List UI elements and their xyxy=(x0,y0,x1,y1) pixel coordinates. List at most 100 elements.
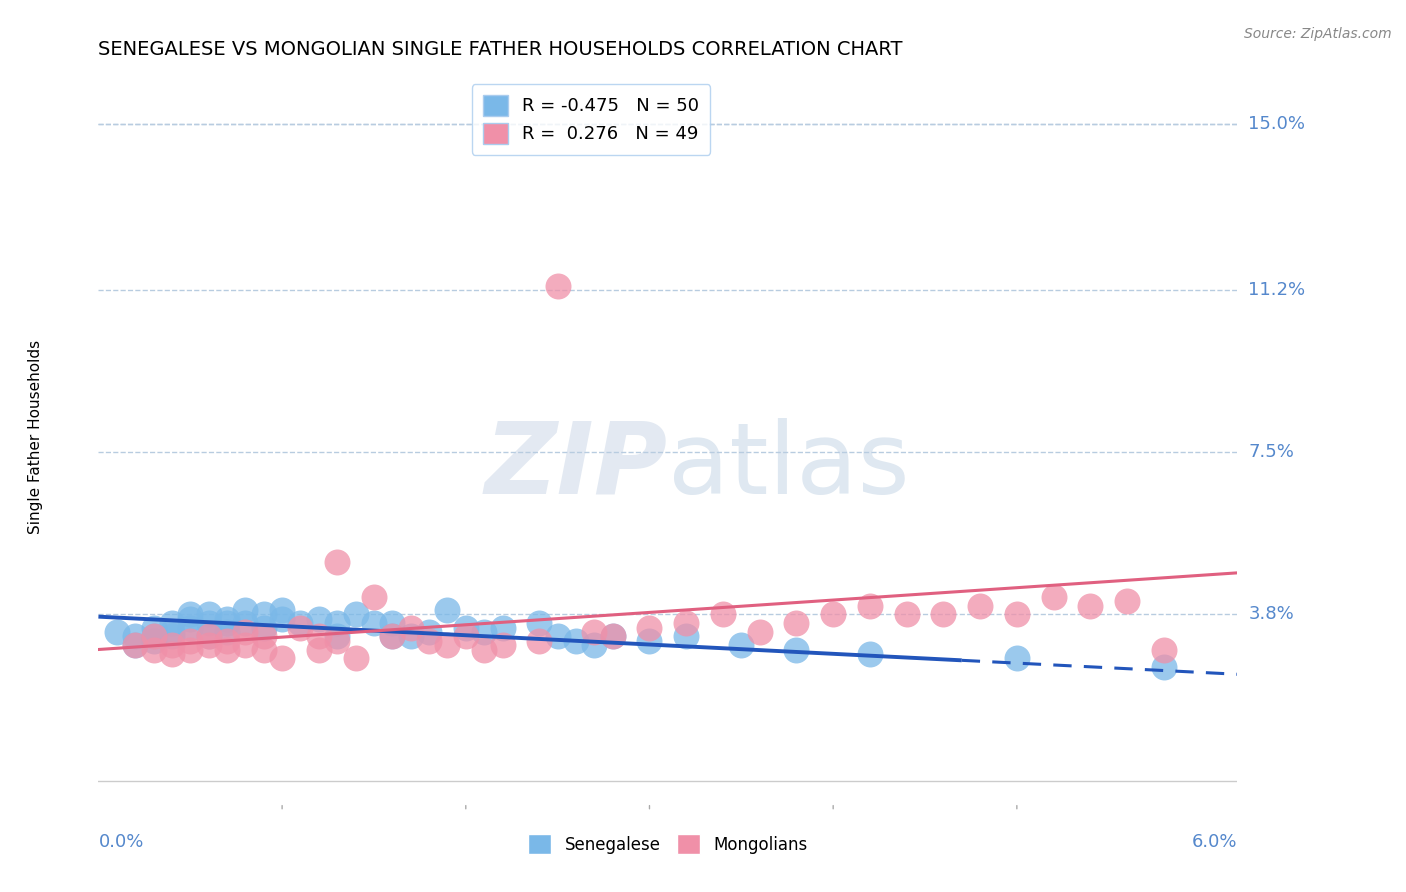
Point xyxy=(529,633,551,648)
Point xyxy=(969,599,991,613)
Point xyxy=(785,616,807,631)
Point xyxy=(308,642,330,657)
Point xyxy=(344,651,367,665)
Point xyxy=(896,607,918,622)
Point xyxy=(215,625,238,640)
Point xyxy=(197,629,219,643)
Point xyxy=(290,621,312,635)
Text: 7.5%: 7.5% xyxy=(1249,443,1295,461)
Point xyxy=(235,616,257,631)
Point xyxy=(235,625,257,640)
Point xyxy=(197,629,219,643)
Point xyxy=(547,279,569,293)
Point xyxy=(215,633,238,648)
Point xyxy=(1078,599,1101,613)
Point xyxy=(529,616,551,631)
Point xyxy=(326,616,349,631)
Point xyxy=(142,642,165,657)
Point xyxy=(179,642,201,657)
Text: 0.0%: 0.0% xyxy=(98,833,143,851)
Point xyxy=(308,612,330,626)
Point xyxy=(363,616,385,631)
Point xyxy=(1116,594,1139,608)
Point xyxy=(215,612,238,626)
Point xyxy=(197,616,219,631)
Point xyxy=(547,629,569,643)
Point xyxy=(363,590,385,604)
Point xyxy=(308,629,330,643)
Point xyxy=(124,638,146,652)
Point xyxy=(436,638,458,652)
Point xyxy=(381,616,404,631)
Point xyxy=(124,638,146,652)
Text: SENEGALESE VS MONGOLIAN SINGLE FATHER HOUSEHOLDS CORRELATION CHART: SENEGALESE VS MONGOLIAN SINGLE FATHER HO… xyxy=(98,39,903,59)
Point xyxy=(399,629,422,643)
Text: ZIP: ZIP xyxy=(485,417,668,515)
Point xyxy=(326,633,349,648)
Text: 3.8%: 3.8% xyxy=(1249,606,1294,624)
Point xyxy=(160,616,183,631)
Point xyxy=(290,616,312,631)
Point xyxy=(859,647,882,661)
Point xyxy=(583,625,606,640)
Point xyxy=(253,629,276,643)
Point xyxy=(785,642,807,657)
Point xyxy=(418,625,440,640)
Point xyxy=(932,607,955,622)
Point xyxy=(271,651,294,665)
Point xyxy=(253,607,276,622)
Point xyxy=(215,642,238,657)
Point xyxy=(472,642,495,657)
Point xyxy=(823,607,845,622)
Point xyxy=(1153,642,1175,657)
Point xyxy=(160,638,183,652)
Point xyxy=(179,607,201,622)
Point xyxy=(1005,607,1028,622)
Point xyxy=(583,638,606,652)
Point xyxy=(142,633,165,648)
Point xyxy=(105,625,128,640)
Point xyxy=(638,621,661,635)
Point xyxy=(711,607,734,622)
Text: 11.2%: 11.2% xyxy=(1249,281,1306,300)
Point xyxy=(142,629,165,643)
Point xyxy=(142,629,165,643)
Point xyxy=(675,629,697,643)
Point xyxy=(454,621,477,635)
Point xyxy=(399,621,422,635)
Point xyxy=(491,621,513,635)
Point xyxy=(418,633,440,648)
Point xyxy=(197,607,219,622)
Point xyxy=(859,599,882,613)
Point xyxy=(197,638,219,652)
Point xyxy=(1005,651,1028,665)
Text: 6.0%: 6.0% xyxy=(1192,833,1237,851)
Point xyxy=(1153,660,1175,674)
Point xyxy=(1042,590,1064,604)
Point xyxy=(253,621,276,635)
Point xyxy=(124,629,146,643)
Point xyxy=(235,603,257,617)
Point xyxy=(215,616,238,631)
Point xyxy=(160,625,183,640)
Point xyxy=(160,629,183,643)
Point xyxy=(602,629,624,643)
Point xyxy=(235,638,257,652)
Point xyxy=(602,629,624,643)
Point xyxy=(271,603,294,617)
Point xyxy=(326,555,349,569)
Text: 15.0%: 15.0% xyxy=(1249,115,1305,133)
Point xyxy=(179,621,201,635)
Point xyxy=(142,621,165,635)
Point xyxy=(253,642,276,657)
Text: Source: ZipAtlas.com: Source: ZipAtlas.com xyxy=(1244,27,1392,41)
Point xyxy=(271,612,294,626)
Point xyxy=(381,629,404,643)
Point xyxy=(179,633,201,648)
Text: Single Father Households: Single Father Households xyxy=(28,340,44,534)
Point xyxy=(565,633,588,648)
Point xyxy=(675,616,697,631)
Point xyxy=(472,625,495,640)
Point xyxy=(730,638,752,652)
Text: atlas: atlas xyxy=(668,417,910,515)
